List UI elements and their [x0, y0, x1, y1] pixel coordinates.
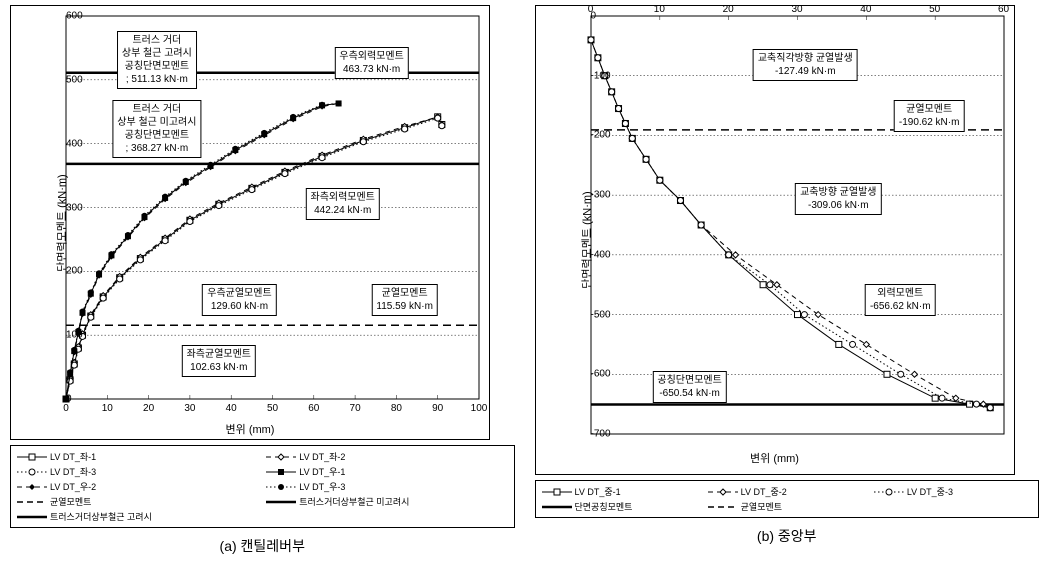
- xtick-label: 40: [860, 4, 871, 15]
- callout: 좌측균열모멘트102.63 kN·m: [182, 345, 256, 377]
- callout: 좌측외력모멘트442.24 kN·m: [306, 188, 380, 220]
- xtick-label: 10: [102, 403, 113, 414]
- callout: 트러스 거더상부 철근 미고려시공칭단면모멘트; 368.27 kN·m: [112, 100, 201, 158]
- xtick-label: 100: [471, 403, 488, 414]
- chart-b-xlabel: 변위 (mm): [750, 450, 799, 472]
- callout: 우측균열모멘트129.60 kN·m: [202, 284, 276, 316]
- xtick-label: 70: [350, 403, 361, 414]
- xtick-label: 50: [929, 4, 940, 15]
- xtick-label: 0: [63, 403, 69, 414]
- figure-container: 단면력모멘트 (kN·m) 변위 (mm) 010020030040050060…: [0, 0, 1049, 561]
- chart-b-legend: LV DT_중-1 LV DT_중-2 LV DT_중-3 단면공칭모멘트 균열모멘트: [535, 480, 1040, 518]
- xtick-label: 30: [791, 4, 802, 15]
- xtick-label: 10: [654, 4, 665, 15]
- chart-b-area: 단면력모멘트 (kN·m) 변위 (mm) -700-600-500-400-3…: [535, 5, 1015, 475]
- xtick-label: 60: [998, 4, 1009, 15]
- legend-item: LV DT_좌-2: [266, 450, 507, 463]
- legend-item: LV DT_중-2: [708, 485, 866, 498]
- legend-item: 트러스거더상부철근 고려시: [17, 510, 258, 523]
- xtick-label: 0: [588, 4, 594, 15]
- chart-a-area: 단면력모멘트 (kN·m) 변위 (mm) 010020030040050060…: [10, 5, 490, 440]
- legend-item: LV DT_좌-3: [17, 465, 258, 478]
- chart-b-caption: (b) 중앙부: [535, 526, 1040, 546]
- xtick-label: 50: [267, 403, 278, 414]
- xtick-label: 90: [432, 403, 443, 414]
- callout: 균열모멘트115.59 kN·m: [371, 284, 438, 316]
- callout: 우측외력모멘트463.73 kN·m: [334, 47, 408, 79]
- callout: 트러스 거더상부 철근 고려시공칭단면모멘트; 511.13 kN·m: [117, 31, 197, 89]
- chart-a-legend: LV DT_좌-1 LV DT_좌-2 LV DT_좌-3 LV DT_우-1 LV D…: [10, 445, 515, 528]
- xtick-label: 20: [723, 4, 734, 15]
- legend-item: LV DT_우-2: [17, 480, 258, 493]
- legend-item: LV DT_우-1: [266, 465, 507, 478]
- callout: 공칭단면모멘트-650.54 kN·m: [652, 371, 726, 403]
- panel-b: 단면력모멘트 (kN·m) 변위 (mm) -700-600-500-400-3…: [535, 5, 1040, 556]
- xtick-label: 60: [308, 403, 319, 414]
- chart-a-caption: (a) 캔틸레버부: [10, 536, 515, 556]
- callout: 교축직각방향 균열발생-127.49 kN·m: [753, 49, 858, 81]
- legend-item: 트러스거더상부철근 미고려시: [266, 495, 507, 508]
- legend-item: LV DT_우-3: [266, 480, 507, 493]
- xtick-label: 80: [391, 403, 402, 414]
- legend-item: LV DT_중-3: [874, 485, 1032, 498]
- xtick-label: 20: [143, 403, 154, 414]
- callout: 외력모멘트-656.62 kN·m: [865, 284, 936, 316]
- xtick-label: 40: [226, 403, 237, 414]
- callout: 교축방향 균열발생-309.06 kN·m: [795, 183, 881, 215]
- xtick-label: 30: [184, 403, 195, 414]
- callout: 균열모멘트-190.62 kN·m: [894, 100, 965, 132]
- panel-a: 단면력모멘트 (kN·m) 변위 (mm) 010020030040050060…: [10, 5, 515, 556]
- chart-a-xlabel: 변위 (mm): [226, 421, 275, 437]
- legend-item: LV DT_중-1: [542, 485, 700, 498]
- legend-item: LV DT_좌-1: [17, 450, 258, 463]
- legend-item: 단면공칭모멘트: [542, 500, 700, 513]
- legend-item: 균열모멘트: [17, 495, 258, 508]
- legend-item: 균열모멘트: [708, 500, 866, 513]
